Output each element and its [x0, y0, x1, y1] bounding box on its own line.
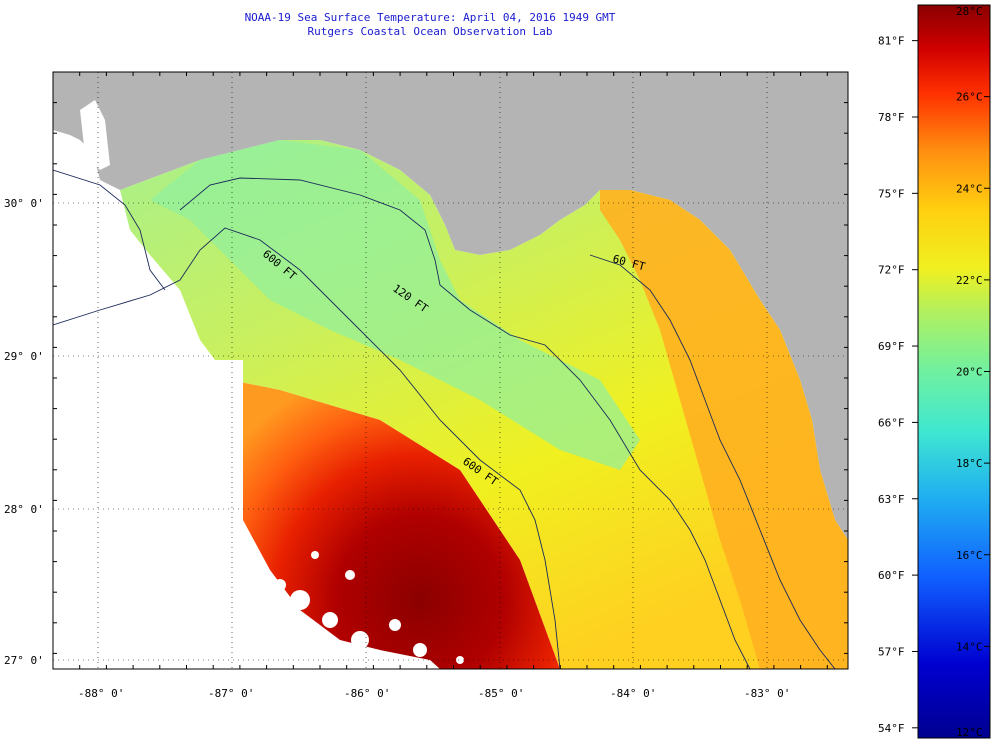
- cloud-mask: [53, 360, 464, 669]
- colorbar-label-fahrenheit: 78°F: [878, 111, 905, 124]
- map-title: NOAA-19 Sea Surface Temperature: April 0…: [244, 11, 616, 24]
- lon-label-83: -83° 0': [744, 687, 790, 700]
- lon-label-85: -85° 0': [478, 687, 524, 700]
- plot-frame: [52, 71, 849, 670]
- colorbar-label-celsius: 28°C: [956, 5, 983, 18]
- colorbar-label-fahrenheit: 63°F: [878, 493, 905, 506]
- colorbar-label-celsius: 26°C: [956, 91, 983, 104]
- colorbar-label-celsius: 12°C: [956, 726, 983, 739]
- colorbar-label-fahrenheit: 60°F: [878, 569, 905, 582]
- land-mass: [53, 72, 848, 540]
- colorbar-label-fahrenheit: 72°F: [878, 264, 905, 277]
- colorbar-label-fahrenheit: 75°F: [878, 187, 905, 200]
- sst-cool-tongue: [150, 140, 640, 470]
- colorbar-label-fahrenheit: 81°F: [878, 35, 905, 48]
- sst-warm-core: [230, 380, 560, 669]
- sst-east-band: [600, 190, 848, 669]
- colorbar-celsius-labels: 28°C 26°C 24°C 22°C 20°C 18°C 16°C 14°C 12°C: [956, 5, 983, 739]
- colorbar-label-celsius: 18°C: [956, 457, 983, 470]
- map-subtitle: Rutgers Coastal Ocean Observation Lab: [307, 25, 553, 38]
- contour-outer: [53, 169, 166, 291]
- colorbar-label-fahrenheit: 54°F: [878, 722, 905, 735]
- contour-60ft: [589, 254, 836, 669]
- colorbar-label-celsius: 16°C: [956, 549, 983, 562]
- colorbar-label-celsius: 14°C: [956, 640, 983, 653]
- colorbar-label-celsius: 20°C: [956, 366, 983, 379]
- lon-label-87: -87° 0': [208, 687, 254, 700]
- lat-label-29: 29° 0': [4, 350, 44, 363]
- colorbar-ticks: [912, 4, 990, 739]
- colorbar-label-fahrenheit: 57°F: [878, 645, 905, 658]
- lat-label-27: 27° 0': [4, 654, 44, 667]
- lon-label-84: -84° 0': [610, 687, 656, 700]
- lat-label-30: 30° 0': [4, 197, 44, 210]
- map-plot-area: 60 FT 120 FT 600 FT 600 FT: [53, 72, 848, 669]
- contour-120ft: [179, 177, 751, 669]
- lat-label-28: 28° 0': [4, 503, 44, 516]
- colorbar-label-celsius: 22°C: [956, 274, 983, 287]
- lon-label-88: -88° 0': [78, 687, 124, 700]
- coastal-lakes: [80, 100, 110, 170]
- colorbar-label-fahrenheit: 66°F: [878, 416, 905, 429]
- lon-label-86: -86° 0': [344, 687, 390, 700]
- colorbar-label-fahrenheit: 69°F: [878, 340, 905, 353]
- colorbar-label-celsius: 24°C: [956, 182, 983, 195]
- colorbar-fahrenheit-labels: 81°F 78°F 75°F 72°F 69°F 66°F 63°F 60°F 57°F 54°F: [878, 35, 905, 735]
- axis-ticks: [52, 71, 848, 669]
- colorbar: [917, 4, 991, 739]
- contour-600ft: [53, 227, 561, 669]
